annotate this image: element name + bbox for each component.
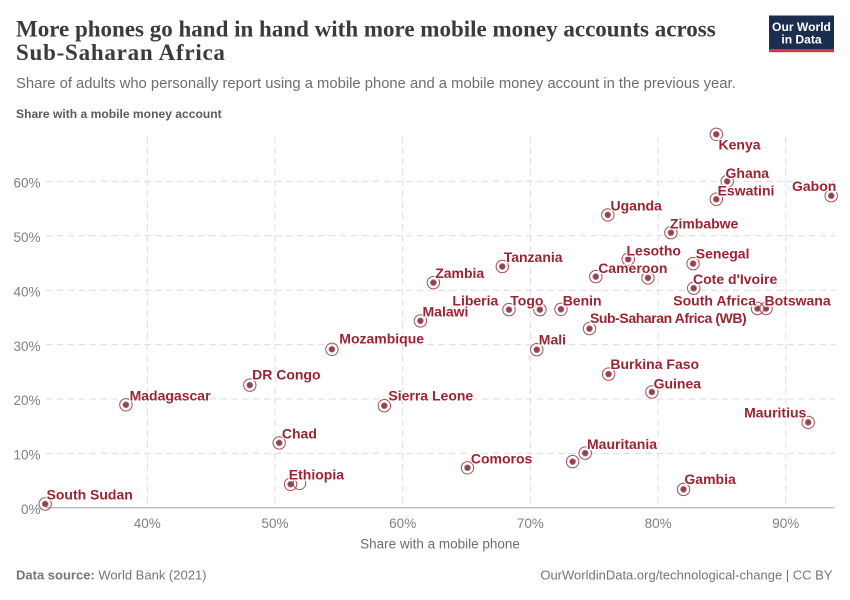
svg-text:40%: 40%: [13, 284, 40, 299]
svg-text:Mozambique: Mozambique: [339, 330, 424, 346]
svg-text:Madagascar: Madagascar: [130, 388, 211, 404]
svg-text:Chad: Chad: [282, 425, 317, 441]
svg-text:Gambia: Gambia: [684, 471, 736, 487]
svg-text:Eswatini: Eswatini: [718, 183, 775, 199]
svg-text:40%: 40%: [134, 516, 161, 531]
svg-text:in Data: in Data: [781, 33, 822, 47]
svg-text:Ghana: Ghana: [726, 165, 770, 181]
svg-text:Guinea: Guinea: [654, 376, 702, 392]
svg-text:30%: 30%: [13, 339, 40, 354]
svg-text:DR Congo: DR Congo: [252, 367, 320, 383]
svg-text:South Africa: South Africa: [673, 292, 756, 308]
svg-text:Ethiopia: Ethiopia: [289, 467, 344, 483]
svg-text:OurWorldinData.org/technologic: OurWorldinData.org/technological-change …: [540, 568, 832, 583]
svg-text:Cameroon: Cameroon: [598, 260, 667, 276]
svg-text:Share with a mobile phone: Share with a mobile phone: [360, 537, 520, 552]
svg-text:20%: 20%: [13, 393, 40, 408]
svg-text:Senegal: Senegal: [696, 245, 750, 261]
svg-text:Malawi: Malawi: [423, 304, 469, 320]
svg-text:Tanzania: Tanzania: [504, 249, 563, 265]
svg-text:50%: 50%: [13, 230, 40, 245]
svg-text:Gabon: Gabon: [792, 178, 836, 194]
svg-text:South Sudan: South Sudan: [47, 487, 133, 503]
svg-text:Sierra Leone: Sierra Leone: [388, 388, 473, 404]
svg-text:Sub-Saharan Africa: Sub-Saharan Africa: [16, 40, 226, 65]
svg-text:60%: 60%: [389, 516, 416, 531]
svg-text:Zambia: Zambia: [435, 265, 484, 281]
svg-text:Our World: Our World: [772, 20, 831, 34]
svg-text:10%: 10%: [13, 448, 40, 463]
svg-text:Mali: Mali: [539, 331, 566, 347]
svg-text:Share of adults who personally: Share of adults who personally report us…: [16, 76, 736, 92]
svg-text:Burkina Faso: Burkina Faso: [610, 356, 699, 372]
svg-text:90%: 90%: [772, 516, 799, 531]
svg-text:Togo: Togo: [510, 293, 543, 309]
svg-text:Comoros: Comoros: [471, 451, 533, 467]
svg-text:70%: 70%: [517, 516, 544, 531]
svg-text:Kenya: Kenya: [719, 137, 761, 153]
svg-text:Sub-Saharan Africa (WB): Sub-Saharan Africa (WB): [590, 310, 746, 326]
svg-text:80%: 80%: [645, 516, 672, 531]
svg-text:Cote d'Ivoire: Cote d'Ivoire: [693, 271, 777, 287]
svg-text:Botswana: Botswana: [765, 292, 831, 308]
svg-text:Benin: Benin: [563, 292, 602, 308]
svg-text:Mauritania: Mauritania: [587, 436, 657, 452]
svg-text:60%: 60%: [13, 176, 40, 191]
svg-text:0%: 0%: [21, 502, 41, 517]
svg-text:Share with a mobile money acco: Share with a mobile money account: [16, 107, 222, 121]
svg-text:Zimbabwe: Zimbabwe: [670, 215, 739, 231]
svg-text:Data source: World Bank (2021): Data source: World Bank (2021): [16, 568, 207, 583]
svg-text:Liberia: Liberia: [452, 292, 498, 308]
svg-text:Mauritius: Mauritius: [744, 405, 806, 421]
svg-text:More phones go hand in hand wi: More phones go hand in hand with more mo…: [16, 17, 716, 42]
svg-text:Lesotho: Lesotho: [627, 243, 681, 259]
svg-text:50%: 50%: [261, 516, 288, 531]
svg-text:Uganda: Uganda: [611, 197, 663, 213]
